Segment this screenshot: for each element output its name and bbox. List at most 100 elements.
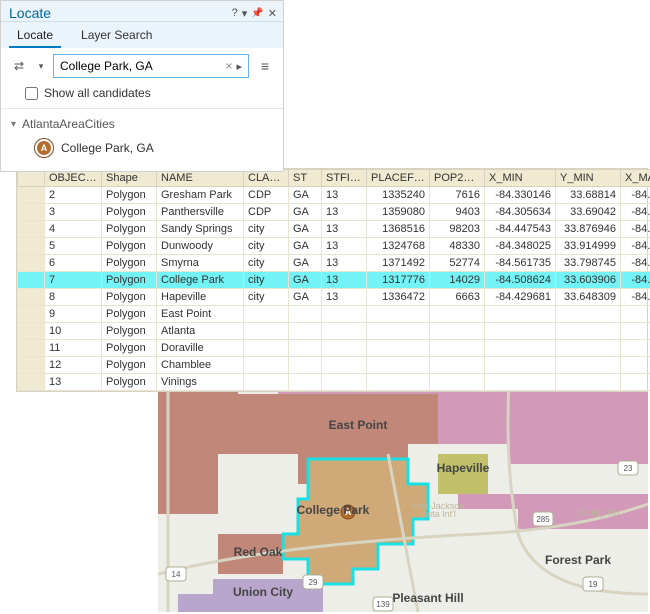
tab-layer-search[interactable]: Layer Search	[73, 24, 160, 48]
column-header[interactable]: OBJECTID	[45, 170, 102, 187]
show-all-checkbox[interactable]	[25, 87, 38, 100]
column-header[interactable]: Shape	[102, 170, 157, 187]
filter-drop-icon[interactable]: ▾	[35, 56, 47, 76]
chevron-down-icon: ▾	[11, 119, 16, 130]
result-group-name: AtlantaAreaCities	[22, 117, 115, 131]
cell: GA	[289, 221, 322, 238]
menu-icon[interactable]: ▾	[242, 7, 248, 20]
filter-icon[interactable]: ⇄	[9, 56, 29, 76]
row-header[interactable]	[18, 204, 45, 221]
row-header[interactable]	[18, 323, 45, 340]
table-row[interactable]: 9PolygonEast Point	[18, 306, 650, 323]
cell: Panthersville	[157, 204, 244, 221]
pin-icon[interactable]: 📌	[251, 8, 263, 19]
cell: CDP	[244, 187, 289, 204]
panel-header: Locate ? ▾ 📌 ✕	[1, 1, 283, 22]
result-item[interactable]: A College Park, GA	[7, 135, 277, 161]
show-all-row: Show all candidates	[1, 84, 283, 109]
cell: 6	[45, 255, 102, 272]
cell: 13	[322, 204, 367, 221]
go-icon[interactable]: ▸	[234, 60, 244, 73]
cell: Dunwoody	[157, 238, 244, 255]
route-shield: 285	[533, 512, 553, 526]
cell: Polygon	[102, 374, 157, 391]
table-row[interactable]: 5PolygonDunwoodycityGA13132476848330-84.…	[18, 238, 650, 255]
cell: 13	[322, 238, 367, 255]
column-header[interactable]: ST	[289, 170, 322, 187]
table-row[interactable]: 6PolygonSmyrnacityGA13137149252774-84.56…	[18, 255, 650, 272]
table-row[interactable]: 12PolygonChamblee	[18, 357, 650, 374]
cell	[485, 306, 556, 323]
close-icon[interactable]: ✕	[268, 7, 277, 20]
cell	[485, 340, 556, 357]
cell	[244, 340, 289, 357]
table-row[interactable]: 8PolygonHapevillecityGA1313364726663-84.…	[18, 289, 650, 306]
map-label: East Point	[329, 418, 388, 432]
column-header[interactable]: STFIPS	[322, 170, 367, 187]
results-list: ▾ AtlantaAreaCities A College Park, GA	[1, 109, 283, 171]
row-header[interactable]	[18, 340, 45, 357]
cell: Chamblee	[157, 357, 244, 374]
svg-text:19: 19	[589, 580, 598, 589]
column-header[interactable]: NAME	[157, 170, 244, 187]
tab-locate[interactable]: Locate	[9, 24, 61, 48]
cell	[289, 374, 322, 391]
column-header[interactable]: PLACEFIPS	[367, 170, 430, 187]
cell	[621, 357, 650, 374]
cell: 98203	[430, 221, 485, 238]
cell: College Park	[157, 272, 244, 289]
search-menu-icon[interactable]: ≡	[255, 56, 275, 76]
row-header[interactable]	[18, 187, 45, 204]
table-row[interactable]: 11PolygonDoraville	[18, 340, 650, 357]
row-header[interactable]	[18, 238, 45, 255]
cell: -84.264928	[621, 238, 650, 255]
table-row[interactable]: 13PolygonVinings	[18, 374, 650, 391]
table-row[interactable]: 3PolygonPanthersvilleCDPGA1313590809403-…	[18, 204, 650, 221]
cell	[244, 374, 289, 391]
route-shield: 19	[583, 577, 603, 591]
cell	[485, 374, 556, 391]
row-header[interactable]	[18, 255, 45, 272]
cell	[430, 374, 485, 391]
cell	[430, 306, 485, 323]
column-header[interactable]: Y_MIN	[556, 170, 621, 187]
table-row[interactable]: 4PolygonSandy SpringscityGA1313685169820…	[18, 221, 650, 238]
column-header[interactable]: CLASS	[244, 170, 289, 187]
row-header[interactable]	[18, 306, 45, 323]
cell: 13	[322, 187, 367, 204]
cell	[430, 323, 485, 340]
table-row[interactable]: 10PolygonAtlanta	[18, 323, 650, 340]
cell: Polygon	[102, 187, 157, 204]
search-input[interactable]	[58, 58, 223, 74]
cell: Polygon	[102, 289, 157, 306]
cell: 2	[45, 187, 102, 204]
row-header[interactable]	[18, 357, 45, 374]
row-header[interactable]	[18, 289, 45, 306]
search-box: × ▸	[53, 54, 249, 78]
route-shield: 14	[166, 567, 186, 581]
column-header[interactable]: POP2014	[430, 170, 485, 187]
cell: 6663	[430, 289, 485, 306]
cell: 13	[322, 272, 367, 289]
cell: 1368516	[367, 221, 430, 238]
cell: Polygon	[102, 340, 157, 357]
table-row[interactable]: 2PolygonGresham ParkCDPGA1313352407616-8…	[18, 187, 650, 204]
table-row[interactable]: 7PolygonCollege ParkcityGA13131777614029…	[18, 272, 650, 289]
row-header[interactable]	[18, 374, 45, 391]
row-header[interactable]	[18, 221, 45, 238]
cell: 10	[45, 323, 102, 340]
cell: 3	[45, 204, 102, 221]
cell: city	[244, 221, 289, 238]
cell: 9	[45, 306, 102, 323]
column-header[interactable]: X_MIN	[485, 170, 556, 187]
cell	[621, 323, 650, 340]
cell: -84.258089	[621, 221, 650, 238]
row-header[interactable]	[18, 272, 45, 289]
column-header[interactable]: X_MAX	[621, 170, 650, 187]
cell	[621, 340, 650, 357]
help-icon[interactable]: ?	[232, 7, 238, 19]
clear-icon[interactable]: ×	[223, 59, 234, 73]
cell: 33.914999	[556, 238, 621, 255]
result-group[interactable]: ▾ AtlantaAreaCities	[7, 113, 277, 135]
cell: 1317776	[367, 272, 430, 289]
